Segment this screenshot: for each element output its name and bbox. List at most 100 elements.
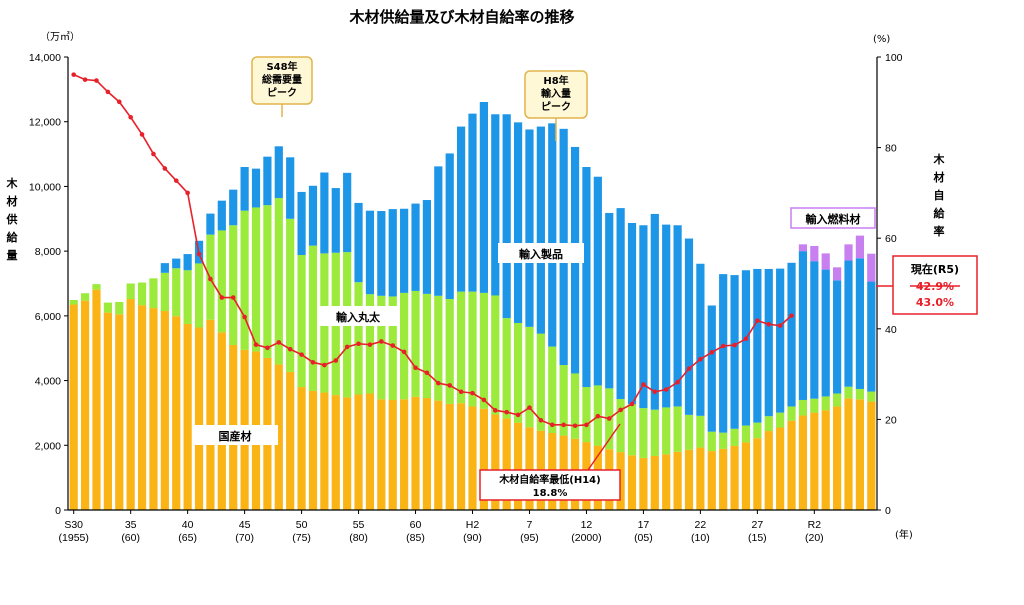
bar-imported_logs-45: [582, 387, 591, 443]
bar-imported_products-38: [502, 114, 511, 319]
ratio-point-63: [789, 313, 794, 318]
bar-imported_products-51: [650, 213, 659, 410]
bar-imported_logs-62: [776, 412, 785, 428]
bar-imported_logs-63: [787, 406, 796, 421]
bar-domestic-7: [149, 308, 158, 510]
tick-labels: 0 2,000 4,000 6,000 8,000 10,000 12,000 14,000 0…: [29, 52, 903, 544]
x-tick-label-11: 22: [695, 519, 707, 531]
bar-imported_logs-61: [764, 416, 773, 432]
bar-imported_logs-8: [160, 272, 169, 311]
bar-imported_products-67: [833, 280, 842, 394]
bar-imported_products-8: [160, 263, 169, 273]
chart-title: 木材供給量及び木材自給率の推移: [348, 8, 574, 26]
bar-imported_logs-40: [525, 326, 534, 428]
bar-imported_logs-20: [297, 255, 306, 388]
bar-domestic-27: [377, 399, 386, 510]
bar-imported_logs-49: [627, 404, 637, 456]
bar-imported_logs-38: [502, 318, 511, 419]
ratio-point-12: [208, 276, 213, 282]
bar-imported_products-22: [320, 172, 329, 254]
bar-domestic-0: [69, 304, 78, 510]
bar-imported_logs-43: [559, 365, 568, 436]
bar-imported_products-10: [183, 254, 192, 271]
bar-imported_products-24: [343, 172, 352, 253]
bar-imported_products-66: [821, 269, 830, 397]
bar-imported_products-35: [468, 113, 477, 292]
x-axis-unit: (年): [895, 528, 913, 541]
bar-imported_logs-64: [798, 399, 808, 416]
bar-imported_products-26: [365, 210, 375, 295]
bar-imported_logs-14: [229, 225, 238, 345]
bar-domestic-19: [286, 371, 295, 510]
ratio-point-52: [663, 387, 669, 392]
bar-domestic-23: [331, 395, 340, 510]
ratio-point-8: [162, 166, 168, 171]
left-axis-label-text: 木材供給量: [6, 176, 19, 262]
ratio-point-54: [686, 366, 692, 371]
bar-imported_products-58: [730, 275, 739, 429]
bar-imported_logs-55: [696, 415, 705, 448]
bar-domestic-8: [160, 311, 169, 510]
bar-imported_products-36: [479, 101, 488, 293]
right-axis-label: 木材自給率: [933, 152, 946, 238]
bar-imported_logs-39: [513, 322, 523, 423]
bar-imported_products-46: [593, 176, 602, 386]
bar-imported_logs-66: [821, 396, 830, 411]
ratio-point-37: [492, 408, 498, 413]
x-tick-label-1: 35: [125, 519, 137, 531]
bar-imported_products-69: [855, 258, 865, 389]
bar-imported_products-68: [844, 260, 853, 387]
bar-imported_products-37: [491, 114, 500, 296]
bar-imported_products-31: [422, 200, 432, 294]
ratio-point-38: [504, 409, 509, 415]
ratio-point-1: [82, 77, 88, 82]
bar-domestic-40: [525, 427, 534, 510]
bar-domestic-1: [80, 300, 90, 510]
bar-imported_products-30: [411, 203, 420, 291]
x-tick-sublabel-6: (85): [406, 532, 425, 544]
bar-domestic-62: [776, 427, 785, 510]
bar-domestic-65: [810, 412, 819, 510]
bar-imported_products-9: [172, 258, 181, 269]
bar-imported_logs-29: [400, 292, 409, 400]
x-tick-label-8: 7: [527, 519, 533, 531]
ratio-point-53: [675, 379, 680, 385]
bar-imported_products-65: [810, 261, 819, 399]
bar-domestic-2: [92, 289, 101, 510]
right-axis-unit: (%): [873, 34, 890, 45]
bar-imported_logs-44: [570, 373, 580, 439]
ratio-point-32: [436, 380, 441, 386]
bar-domestic-31: [422, 398, 432, 510]
bar-imported_products-63: [787, 262, 796, 407]
bar-imported_products-59: [741, 270, 751, 426]
ratio-point-41: [538, 418, 544, 423]
ratio-line: [73, 73, 793, 427]
bar-imported_logs-58: [730, 428, 739, 446]
bar-imported_logs-67: [833, 393, 842, 407]
label-fuel-text: 輸入燃料材: [806, 212, 861, 226]
bars: [69, 101, 876, 510]
bar-imported_logs-11: [194, 263, 204, 328]
bar-imported_products-45: [582, 167, 591, 388]
ratio-point-59: [743, 336, 749, 342]
x-tick-label-6: 60: [410, 519, 422, 531]
bar-imported_products-40: [525, 129, 534, 327]
bar-imported_products-39: [513, 122, 523, 323]
ratio-point-25: [356, 341, 361, 347]
bar-imported_products-15: [240, 167, 249, 211]
bar-imported_logs-56: [707, 431, 716, 452]
ratio-point-40: [527, 405, 532, 410]
x-tick-sublabel-3: (70): [235, 532, 254, 544]
bar-domestic-21: [308, 390, 318, 510]
ratio-point-24: [344, 344, 350, 350]
bar-domestic-39: [513, 422, 523, 510]
bar-domestic-20: [297, 387, 306, 510]
bar-imported_fuel-65: [810, 245, 819, 262]
right-tick-label-4: 80: [885, 143, 897, 155]
bar-imported_products-18: [274, 146, 283, 199]
label-logs: 輸入丸太: [318, 306, 398, 326]
self-sufficiency-line: [71, 72, 794, 429]
bar-imported_logs-48: [616, 399, 625, 453]
callout-peak-demand: S48年総需要量ピーク: [251, 56, 313, 117]
x-tick-label-9: 12: [581, 519, 593, 531]
